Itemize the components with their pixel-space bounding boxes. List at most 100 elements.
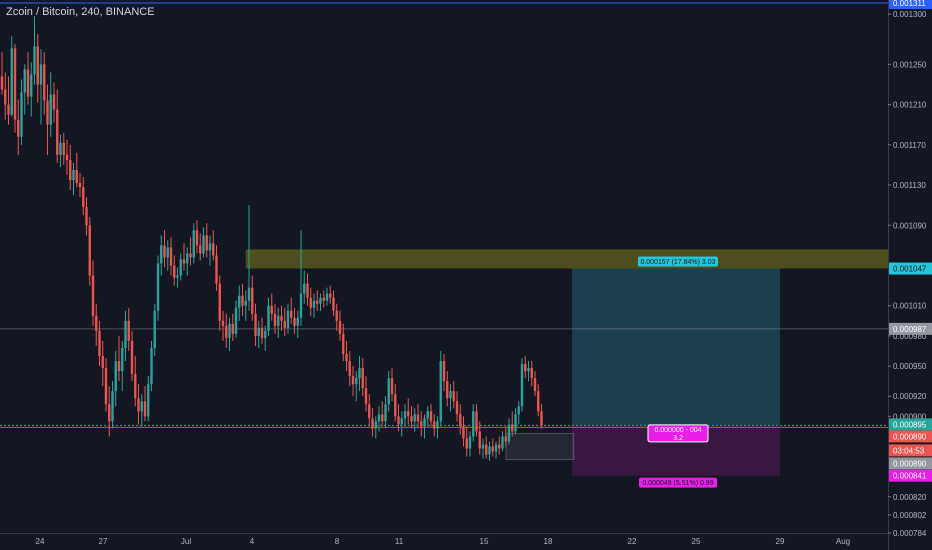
candle-body bbox=[309, 297, 312, 308]
candle-body bbox=[371, 418, 374, 429]
stop-label-bg bbox=[639, 477, 717, 488]
candle-body bbox=[472, 411, 475, 437]
candle-body bbox=[163, 245, 166, 258]
candle-body bbox=[303, 283, 306, 294]
time-tick-label: 27 bbox=[99, 537, 108, 546]
candle-body bbox=[494, 444, 498, 452]
candle-body bbox=[322, 297, 325, 301]
levels-layer bbox=[0, 2, 888, 428]
candle-body bbox=[504, 436, 507, 442]
candle-body bbox=[36, 46, 39, 85]
candle-body bbox=[403, 411, 407, 419]
price-tag-current bbox=[889, 430, 932, 443]
candle-body bbox=[238, 295, 241, 308]
candle-body bbox=[381, 414, 384, 422]
candle-body bbox=[179, 259, 182, 276]
candle-body bbox=[247, 287, 251, 301]
price-tick-label: 0.000802 bbox=[893, 511, 927, 520]
candle-body bbox=[143, 401, 147, 417]
candle-body bbox=[312, 300, 316, 308]
price-tick-label: 0.001170 bbox=[893, 141, 926, 150]
candle-body bbox=[251, 287, 254, 314]
price-tick-label: 0.001250 bbox=[893, 60, 927, 69]
candle-body bbox=[351, 376, 355, 385]
price-tag-low-level bbox=[889, 457, 932, 470]
price-tick-label: 0.000920 bbox=[893, 392, 927, 401]
candle-body bbox=[293, 317, 296, 326]
candle-body bbox=[433, 421, 436, 429]
time-tick-label: 18 bbox=[544, 537, 553, 546]
candle-body bbox=[384, 404, 387, 422]
candle-body bbox=[533, 378, 537, 392]
candle-body bbox=[23, 69, 26, 93]
candle-body bbox=[221, 320, 225, 326]
candle-body bbox=[407, 411, 410, 417]
candle-body bbox=[290, 310, 293, 318]
candle-body bbox=[270, 305, 273, 314]
candle-body bbox=[241, 295, 244, 306]
candle-body bbox=[485, 444, 488, 455]
candle-body bbox=[169, 247, 173, 266]
candle-body bbox=[124, 320, 127, 348]
candle-body bbox=[176, 275, 179, 278]
candle-body bbox=[273, 313, 277, 326]
candle-body bbox=[4, 89, 7, 105]
candle-body bbox=[117, 361, 121, 372]
candle-body bbox=[186, 253, 189, 264]
price-tag-stop-text: 0.000841 bbox=[893, 472, 927, 481]
candle-body bbox=[283, 320, 286, 328]
candle-body bbox=[156, 263, 160, 311]
price-tag-mid-level bbox=[889, 322, 932, 335]
target-label: 0.000157 (17.84%) 3.03 bbox=[640, 259, 715, 266]
price-tick-label: 0.001090 bbox=[893, 221, 927, 230]
candle-body bbox=[173, 265, 176, 278]
candle-body bbox=[423, 418, 426, 427]
candle-body bbox=[280, 315, 283, 321]
candle-body bbox=[514, 414, 517, 432]
candle-body bbox=[208, 243, 212, 251]
candle-body bbox=[364, 388, 368, 405]
time-tick-label: 15 bbox=[480, 537, 489, 546]
candle-body bbox=[465, 438, 468, 449]
candle-body bbox=[507, 424, 511, 442]
candle-body bbox=[387, 378, 390, 405]
candle-body bbox=[475, 411, 478, 432]
entry-label: 0.000000 - 004 bbox=[654, 427, 701, 434]
candle-body bbox=[254, 313, 257, 336]
candle-body bbox=[166, 247, 169, 258]
candle-body bbox=[101, 356, 104, 369]
price-tick-label: 0.000900 bbox=[893, 412, 927, 421]
candle-body bbox=[189, 253, 192, 258]
price-tick-label: 0.000784 bbox=[893, 529, 927, 538]
candle-body bbox=[95, 315, 98, 331]
price-tick-label: 0.001010 bbox=[893, 302, 927, 311]
price-tags-layer: 0.001311 0.001047 0.000987 0.000895 0.000890… bbox=[889, 0, 932, 482]
candle-body bbox=[329, 293, 332, 298]
time-tick-label: 25 bbox=[692, 537, 701, 546]
time-tick-label: 8 bbox=[335, 537, 340, 546]
candle-body bbox=[108, 404, 111, 422]
candle-body bbox=[524, 364, 527, 372]
candle-body bbox=[462, 426, 465, 439]
price-tick-label: 0.001210 bbox=[893, 101, 927, 110]
candle-body bbox=[30, 74, 33, 97]
consolidation-box bbox=[505, 432, 575, 461]
price-tag-countdown bbox=[889, 444, 932, 457]
candle-body bbox=[69, 159, 72, 181]
time-tick-label: 4 bbox=[250, 537, 255, 546]
candle-body bbox=[348, 361, 351, 377]
candle-body bbox=[13, 48, 17, 120]
price-tag-blue-level bbox=[889, 0, 932, 10]
candle-body bbox=[345, 353, 348, 362]
price-tag-current-green-text: 0.000895 bbox=[893, 420, 927, 429]
time-tick-label: Jul bbox=[181, 537, 191, 546]
candle-body bbox=[296, 317, 299, 326]
candle-body bbox=[212, 243, 215, 256]
time-axis[interactable]: 24 27 Jul 4 8 11 15 18 22 25 29 Aug bbox=[36, 537, 851, 546]
candle-body bbox=[46, 100, 49, 125]
price-tick-label: 0.000820 bbox=[893, 493, 927, 502]
price-axis[interactable]: 0.001300 0.001250 0.001210 0.001170 0.001130… bbox=[888, 10, 927, 538]
time-tick-label: 22 bbox=[628, 537, 637, 546]
candle-body bbox=[205, 235, 208, 251]
